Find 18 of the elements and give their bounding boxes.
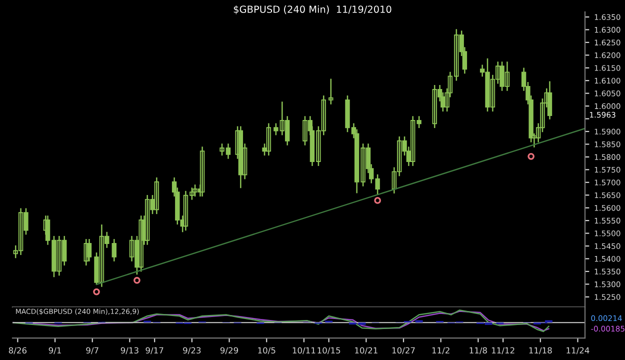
x-tick-label: 8/26 bbox=[8, 347, 27, 354]
x-tick-label: 11/12 bbox=[492, 347, 514, 354]
x-tick-label: 10/11 bbox=[292, 347, 316, 354]
x-tick-label: 9/23 bbox=[183, 347, 201, 354]
x-tick-label: 11/8 bbox=[470, 347, 487, 354]
x-tick-label: 9/13 bbox=[120, 347, 138, 354]
x-tick-label: 9/29 bbox=[220, 347, 238, 354]
chart-title: $GBPUSD (240 Min) 11/19/2010 bbox=[234, 5, 392, 14]
x-tick-label: 9/1 bbox=[48, 347, 61, 354]
x-tick-label: 10/21 bbox=[355, 347, 378, 354]
x-tick-label: 10/15 bbox=[318, 347, 340, 354]
x-tick-label: 11/18 bbox=[529, 347, 552, 354]
x-tick-label: 9/17 bbox=[146, 347, 164, 354]
x-tick-label: 11/2 bbox=[432, 347, 450, 354]
x-tick-label: 9/7 bbox=[86, 347, 98, 354]
x-tick-label: 10/5 bbox=[258, 347, 276, 354]
x-tick-label: 11/24 bbox=[566, 347, 590, 354]
x-tick-label: 10/27 bbox=[392, 347, 415, 354]
